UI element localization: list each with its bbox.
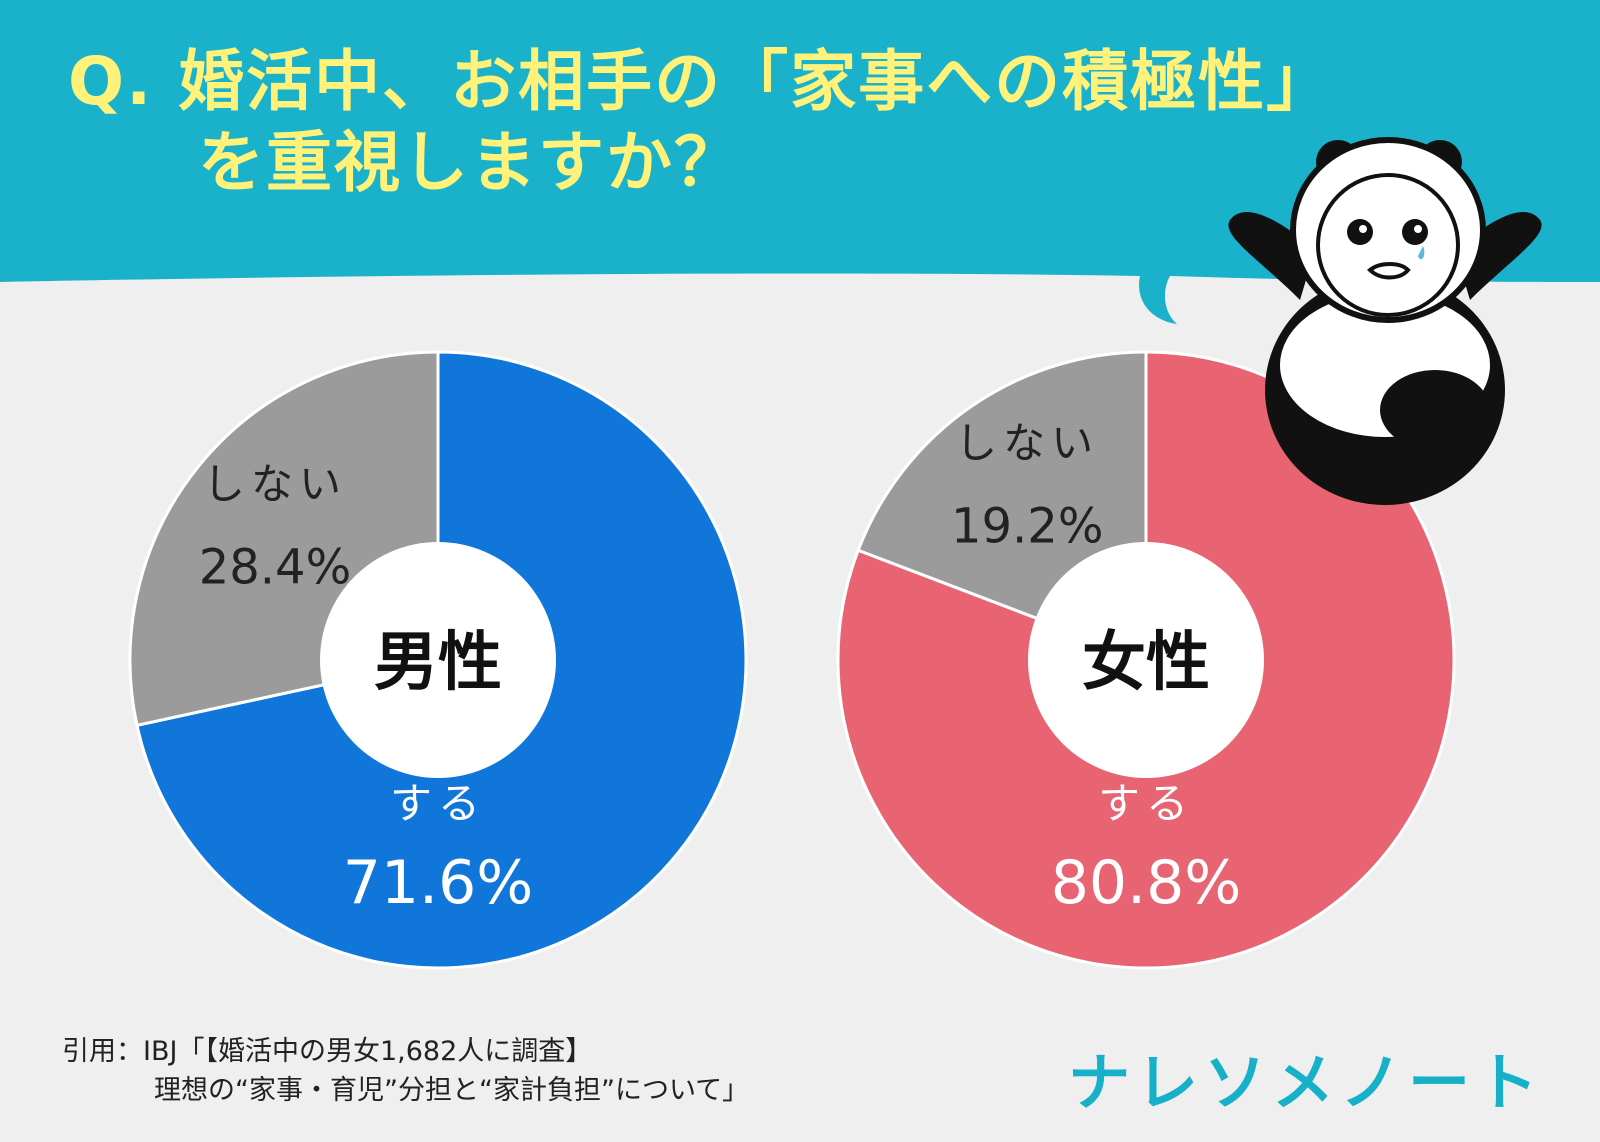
male-label-1: しない [203, 460, 347, 509]
brand-logo: ナレソメノート [1067, 1046, 1544, 1119]
female-value-0: 80.8% [1051, 848, 1242, 918]
male-value-1: 28.4% [199, 540, 351, 596]
male-label-0: する [390, 779, 486, 828]
female-label-0: する [1098, 779, 1194, 828]
male-center-hole [320, 542, 556, 778]
male-value-0: 71.6% [343, 848, 534, 918]
citation-line-2: 理想の“家事・育児”分担と“家計負担”について」 [154, 1075, 750, 1107]
question-title: Q. 婚活中、お相手の「家事への積極性」 を重視しますか？ [68, 42, 1334, 203]
female-label-1: しない [955, 419, 1099, 468]
female-center-hole [1028, 542, 1264, 778]
question-line-1: Q. 婚活中、お相手の「家事への積極性」 [68, 43, 1335, 120]
citation-line-1: 引用：IBJ「【婚活中の男女1,682人に調査】 [62, 1036, 593, 1067]
female-value-1: 19.2% [951, 499, 1103, 555]
male-center-label: 男性 [374, 626, 502, 700]
citation: 引用：IBJ「【婚活中の男女1,682人に調査】 理想の“家事・育児”分担と“家… [62, 1032, 749, 1110]
female-center-label: 女性 [1082, 626, 1210, 700]
question-line-2: を重視しますか？ [198, 123, 742, 201]
panda-icon [1228, 137, 1542, 505]
question-banner [0, 0, 1600, 324]
